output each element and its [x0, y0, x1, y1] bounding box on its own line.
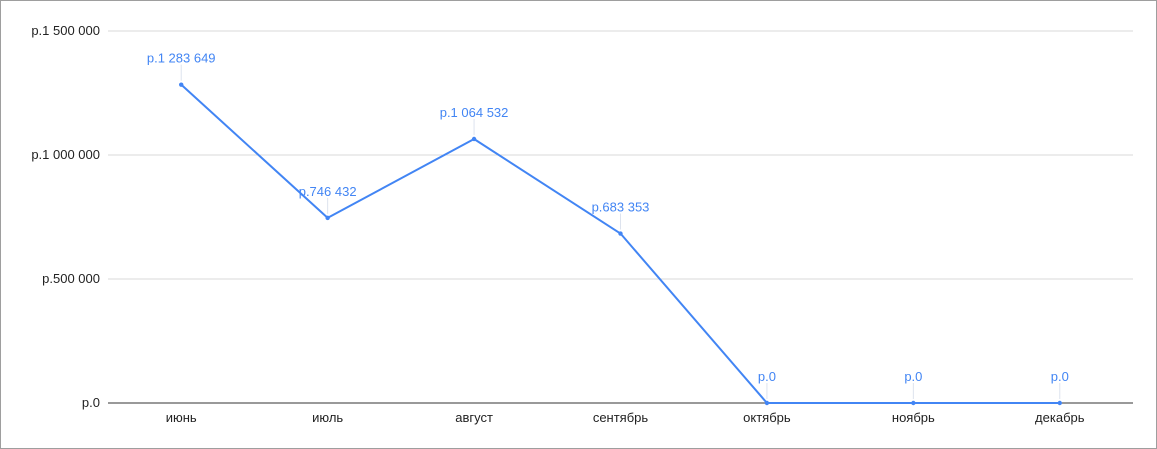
data-point [764, 400, 770, 406]
x-tick-label: июнь [166, 410, 197, 425]
data-label: р.0 [758, 369, 776, 384]
data-point [911, 400, 916, 406]
data-label: р.0 [904, 369, 922, 384]
x-tick-label: декабрь [1035, 410, 1085, 425]
y-tick-label: р.1 500 000 [31, 23, 100, 38]
y-tick-label: р.0 [82, 395, 100, 410]
x-tick-label: август [455, 410, 493, 425]
x-tick-label: июль [312, 410, 343, 425]
data-point [471, 136, 477, 142]
data-label: р.0 [1051, 369, 1069, 384]
x-tick-label: сентябрь [593, 410, 649, 425]
y-tick-label: р.500 000 [42, 271, 100, 286]
data-point [618, 231, 623, 236]
data-label: р.746 432 [299, 184, 357, 199]
data-label: р.1 064 532 [440, 105, 509, 120]
data-label: р.683 353 [592, 200, 650, 215]
data-point [1057, 400, 1062, 406]
x-tick-label: октябрь [743, 410, 791, 425]
data-point [325, 215, 330, 221]
data-label: р.1 283 649 [147, 51, 216, 66]
y-tick-label: р.1 000 000 [31, 147, 100, 162]
data-point [179, 82, 184, 87]
x-tick-label: ноябрь [892, 410, 935, 425]
series-line [180, 83, 1060, 404]
